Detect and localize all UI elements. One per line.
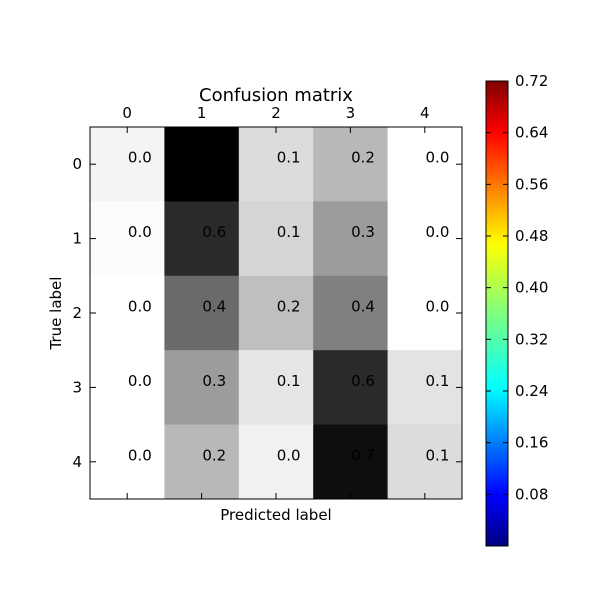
heatmap-cell-0-4 — [387, 127, 463, 202]
colorbar-tick-label-2: 0.24 — [515, 382, 548, 400]
axis-tick-labels: 0 1 2 3 4 0 1 2 3 4 — [72, 104, 429, 471]
cell-value-4-2: 0.0 — [277, 446, 301, 464]
chart-title: Confusion matrix — [199, 85, 353, 106]
heatmap-cell-0-0 — [90, 127, 165, 202]
y-tick-label-4: 4 — [72, 453, 82, 471]
heatmap-cell-3-3 — [313, 350, 389, 426]
cell-value-2-1: 0.4 — [202, 298, 226, 316]
x-tick-label-2: 2 — [271, 104, 281, 122]
cell-value-4-1: 0.2 — [202, 446, 226, 464]
x-tick-label-0: 0 — [122, 104, 132, 122]
heatmap-cell-0-2 — [238, 127, 314, 202]
cell-value-2-4: 0.0 — [426, 298, 450, 316]
heatmap-cell-4-2 — [238, 424, 314, 500]
x-tick-label-3: 3 — [346, 104, 356, 122]
heatmap-cell-2-0 — [90, 275, 165, 351]
heatmap-cell-4-3 — [313, 424, 389, 500]
y-tick-label-2: 2 — [72, 304, 82, 322]
colorbar-tick-label-4: 0.40 — [515, 279, 548, 297]
y-axis-label: True label — [47, 277, 65, 351]
cell-value-1-1: 0.6 — [202, 223, 226, 241]
heatmap-cell-1-3 — [313, 201, 389, 277]
cell-value-4-3: 0.7 — [351, 446, 375, 464]
colorbar-gradient — [485, 80, 509, 547]
colorbar: 0.08 0.16 0.24 0.32 0.40 0.48 0.56 0.64 0.72 — [485, 72, 548, 547]
y-tick-label-3: 3 — [72, 378, 82, 396]
colorbar-tick-label-1: 0.16 — [515, 434, 548, 452]
heatmap-cell-3-0 — [90, 350, 165, 426]
heatmap-cell-1-1 — [164, 201, 240, 277]
cell-value-0-2: 0.1 — [277, 149, 301, 167]
cell-value-3-3: 0.6 — [351, 372, 375, 390]
cell-labels: 0.0 0.1 0.2 0.0 0.0 0.6 0.1 0.3 0.0 0.0 0.4 0.2 0.4 0… — [128, 149, 449, 465]
colorbar-tick-label-3: 0.32 — [515, 330, 548, 348]
cell-value-0-4: 0.0 — [426, 149, 450, 167]
cell-value-4-0: 0.0 — [128, 446, 152, 464]
x-tick-label-4: 4 — [420, 104, 430, 122]
heatmap-cell-4-0 — [90, 424, 165, 500]
cell-value-1-3: 0.3 — [351, 223, 375, 241]
cell-value-1-4: 0.0 — [426, 223, 450, 241]
heatmap-cell-4-1 — [164, 424, 240, 500]
cell-value-3-4: 0.1 — [426, 372, 450, 390]
heatmap-cell-3-1 — [164, 350, 240, 426]
cell-value-3-1: 0.3 — [202, 372, 226, 390]
heatmap-cell-2-1 — [164, 275, 240, 351]
x-tick-label-1: 1 — [197, 104, 207, 122]
heatmap-cell-3-2 — [238, 350, 314, 426]
cell-value-0-0: 0.0 — [128, 149, 152, 167]
axis-ticks — [90, 127, 462, 499]
cell-value-3-2: 0.1 — [277, 372, 301, 390]
heatmap-cell-1-4 — [387, 201, 463, 277]
y-tick-label-1: 1 — [72, 230, 82, 248]
cell-value-4-4: 0.1 — [426, 446, 450, 464]
heatmap-cell-2-4 — [387, 275, 463, 351]
heatmap-cell-3-4 — [387, 350, 463, 426]
heatmap-cells — [90, 127, 463, 500]
heatmap-cell-4-4 — [387, 424, 463, 500]
heatmap-cell-1-2 — [238, 201, 314, 277]
cell-value-2-3: 0.4 — [351, 298, 375, 316]
heatmap-cell-2-2 — [238, 275, 314, 351]
cell-value-0-3: 0.2 — [351, 149, 375, 167]
cell-value-1-2: 0.1 — [277, 223, 301, 241]
heatmap-cell-1-0 — [90, 201, 165, 277]
colorbar-tick-label-0: 0.08 — [515, 485, 548, 503]
cell-value-3-0: 0.0 — [128, 372, 152, 390]
heatmap-cell-2-3 — [313, 275, 389, 351]
heatmap-cell-0-1 — [164, 127, 240, 202]
cell-value-1-0: 0.0 — [128, 223, 152, 241]
colorbar-ticks: 0.08 0.16 0.24 0.32 0.40 0.48 0.56 0.64 0.72 — [486, 72, 548, 503]
colorbar-tick-label-7: 0.64 — [515, 124, 548, 142]
x-axis-label: Predicted label — [220, 506, 331, 524]
y-tick-label-0: 0 — [72, 155, 82, 173]
colorbar-tick-label-5: 0.48 — [515, 227, 548, 245]
colorbar-tick-label-8: 0.72 — [515, 72, 548, 90]
cell-value-2-0: 0.0 — [128, 298, 152, 316]
heatmap-cell-0-3 — [313, 127, 389, 202]
colorbar-tick-label-6: 0.56 — [515, 175, 548, 193]
cell-value-2-2: 0.2 — [277, 298, 301, 316]
